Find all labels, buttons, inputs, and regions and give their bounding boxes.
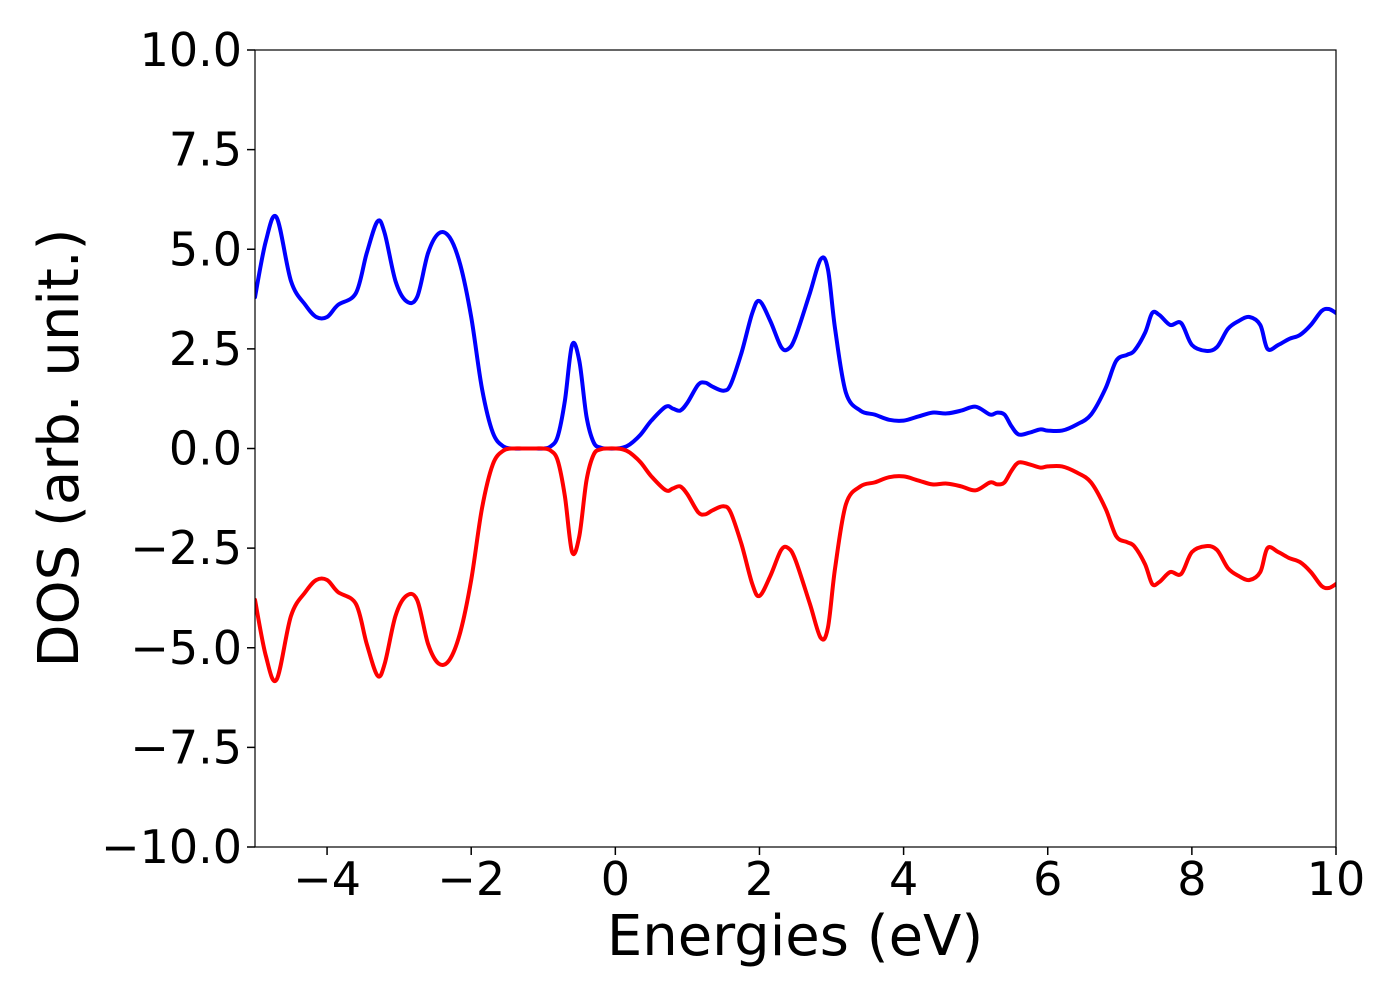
y-tick-label: −5.0: [130, 621, 242, 675]
x-tick-label: −4: [293, 852, 361, 906]
plot-frame: [254, 49, 1337, 848]
y-tick-label: 5.0: [169, 222, 242, 276]
y-axis-ticks: 10.0 7.5 5.0 2.5 0.0 −2.5 −5.0 −7.5 −10.0: [101, 23, 255, 874]
y-tick-label: −10.0: [101, 820, 242, 874]
y-tick-label: 7.5: [169, 123, 242, 177]
series-layer: [255, 213, 1336, 684]
x-tick-label: 10: [1307, 852, 1366, 906]
y-tick-label: −2.5: [130, 521, 242, 575]
x-tick-label: −2: [437, 852, 505, 906]
x-axis-ticks: −4 −2 0 2 4 6 8 10: [293, 847, 1365, 906]
y-tick-label: 10.0: [140, 23, 242, 77]
y-tick-label: −7.5: [130, 720, 242, 774]
x-tick-label: 2: [745, 852, 774, 906]
y-tick-label: 0.0: [169, 422, 242, 476]
y-tick-label: 2.5: [169, 322, 242, 376]
x-tick-label: 4: [889, 852, 918, 906]
series-line-1: [255, 213, 1336, 451]
x-axis-label: Energies (eV): [607, 904, 983, 969]
x-tick-label: 6: [1033, 852, 1062, 906]
x-tick-label: 0: [601, 852, 630, 906]
y-axis-label: DOS (arb. unit.): [27, 228, 92, 667]
x-tick-label: 8: [1177, 852, 1206, 906]
series-line-2: [255, 446, 1336, 684]
